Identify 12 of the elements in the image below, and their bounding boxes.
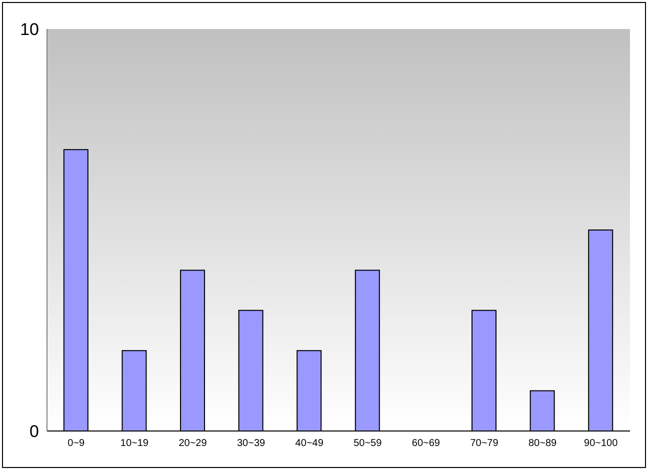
x-tick-label: 50~59	[354, 438, 382, 450]
x-tick-label: 40~49	[295, 438, 324, 450]
x-tick-label: 10~19	[120, 438, 149, 450]
x-tick-label: 90~100	[584, 438, 618, 450]
x-tick-label: 60~69	[412, 438, 440, 450]
x-tick-label: 70~79	[470, 438, 499, 450]
x-tick-label: 0~9	[68, 438, 86, 450]
x-tick-label: 20~29	[178, 438, 208, 450]
y-tick-label: 10	[20, 20, 39, 40]
y-tick-label: 0	[30, 422, 39, 442]
x-tick-label: 80~89	[528, 438, 558, 450]
x-tick-label: 30~39	[237, 438, 266, 450]
